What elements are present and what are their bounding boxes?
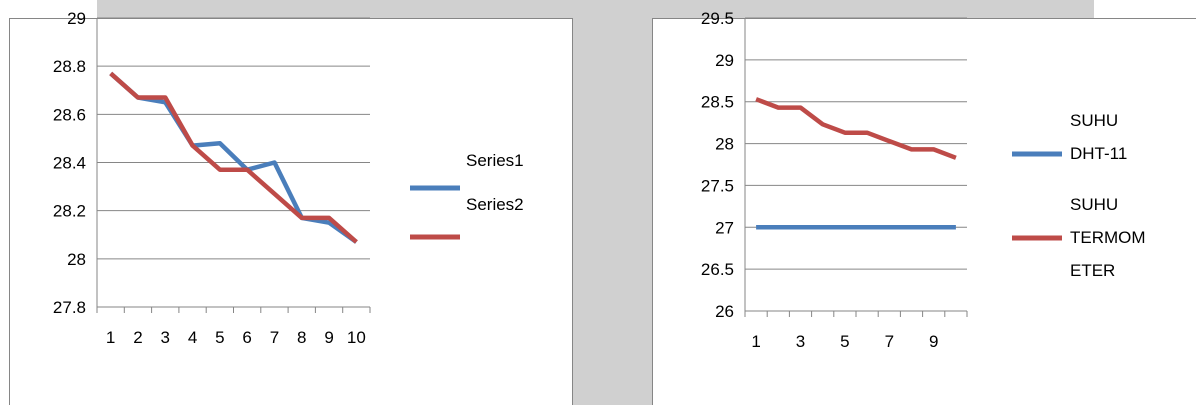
chart2-x-tick-label: 1 (751, 332, 760, 351)
chart2-x-tick-label: 5 (840, 332, 849, 351)
chart1-x-tick-label: 1 (106, 328, 115, 347)
backdrop-panel-3 (652, 0, 1094, 18)
chart1-x-tick-label: 8 (297, 328, 306, 347)
chart1-series-1-line (109, 71, 358, 244)
chart2-x-tick-label: 7 (885, 332, 894, 351)
chart2-x-tick-label: 9 (929, 332, 938, 351)
chart-frame-2 (652, 18, 1196, 405)
chart2-y-tick-label: 28.5 (701, 93, 734, 112)
chart2-y-tick-label: 28 (715, 135, 734, 154)
chart2-x-tick-label: 3 (796, 332, 805, 351)
chart1-y-tick-label: 28 (67, 250, 86, 269)
backdrop-panel-2 (572, 0, 652, 405)
chart1-y-tick-label: 28.2 (53, 202, 86, 221)
legend2-label-series1-line: SUHU (1070, 111, 1118, 130)
chart2-series-2-line (755, 97, 957, 160)
chart1-x-tick-label: 5 (215, 328, 224, 347)
chart1-x-tick-label: 2 (133, 328, 142, 347)
chart2-y-tick-label: 27 (715, 218, 734, 237)
legend1-label-series2: Series2 (466, 195, 524, 214)
chart-frame-1 (9, 18, 573, 405)
chart2-y-tick-label: 29.5 (701, 9, 734, 28)
legend1-label-series1: Series1 (466, 151, 524, 170)
chart1-x-tick-label: 4 (188, 328, 197, 347)
chart1-y-tick-label: 29 (67, 9, 86, 28)
legend2-label-series1-line: DHT-11 (1070, 144, 1127, 163)
legend2-label-series2-line: ETER (1070, 261, 1115, 280)
chart2-y-tick-label: 26 (715, 302, 734, 321)
chart1-y-tick-label: 28.6 (53, 105, 86, 124)
chart1-x-tick-label: 7 (270, 328, 279, 347)
chart2-y-tick-label: 27.5 (701, 176, 734, 195)
chart1-x-tick-label: 10 (347, 328, 366, 347)
chart2-y-tick-label: 26.5 (701, 260, 734, 279)
legend2-label-series2-line: TERMOM (1070, 228, 1146, 247)
backdrop-panel-1 (97, 0, 572, 18)
chart1-x-tick-label: 3 (161, 328, 170, 347)
legend2-label-series2-line: SUHU (1070, 195, 1118, 214)
chart1-y-tick-label: 28.8 (53, 57, 86, 76)
chart1-x-tick-label: 9 (324, 328, 333, 347)
chart1-y-tick-label: 28.4 (53, 154, 86, 173)
chart1-series-2-line (109, 71, 358, 244)
chart1-x-tick-label: 6 (242, 328, 251, 347)
chart1-y-tick-label: 27.8 (53, 298, 86, 317)
chart2-y-tick-label: 29 (715, 51, 734, 70)
